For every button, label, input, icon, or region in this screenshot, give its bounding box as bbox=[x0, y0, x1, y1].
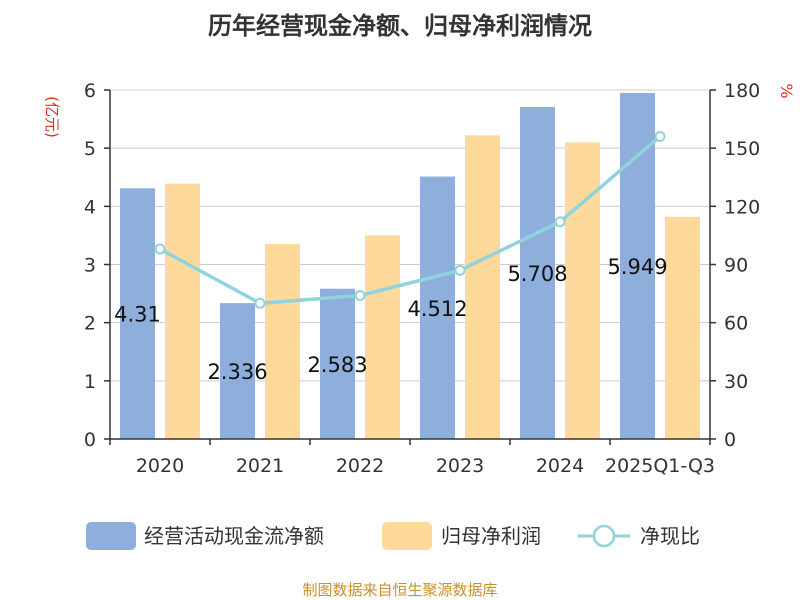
left-tick-label: 4 bbox=[84, 196, 96, 218]
ratio-point bbox=[254, 297, 266, 309]
ratio-point bbox=[454, 264, 466, 276]
bar-cashflow bbox=[420, 176, 455, 439]
ratio-point bbox=[154, 243, 166, 255]
legend-label-ratio: 净现比 bbox=[640, 524, 700, 548]
right-tick-label: 90 bbox=[724, 255, 748, 277]
data-label-cashflow: 4.31 bbox=[114, 303, 161, 327]
bar-profit bbox=[465, 135, 500, 439]
bar-profit bbox=[565, 142, 600, 439]
source-note: 制图数据来自恒生聚源数据库 bbox=[302, 581, 497, 599]
x-tick-label: 2023 bbox=[436, 455, 484, 477]
ratio-point bbox=[654, 131, 666, 143]
bar-cashflow bbox=[620, 92, 655, 440]
x-tick-label: 2025Q1-Q3 bbox=[605, 455, 715, 477]
data-label-cashflow: 5.949 bbox=[607, 255, 667, 279]
x-tick-label: 2021 bbox=[236, 455, 284, 477]
data-labels-layer: 4.31 2.336 2.583 4.512 5.708 5.949 bbox=[114, 255, 667, 384]
left-tick-label: 3 bbox=[84, 255, 96, 277]
left-tick-label: 6 bbox=[84, 80, 96, 102]
legend-item-ratio[interactable]: 净现比 bbox=[578, 524, 700, 548]
x-tick-label: 2022 bbox=[336, 455, 384, 477]
bar-profit bbox=[265, 244, 300, 439]
x-tick-label: 2024 bbox=[536, 455, 584, 477]
bar-profit bbox=[165, 183, 200, 439]
x-tick-label: 2020 bbox=[136, 455, 184, 477]
right-tick-label: 0 bbox=[724, 429, 736, 451]
data-label-cashflow: 2.336 bbox=[207, 360, 267, 384]
legend-label-cashflow: 经营活动现金流净额 bbox=[144, 524, 324, 548]
left-tick-label: 1 bbox=[84, 371, 96, 393]
data-label-cashflow: 4.512 bbox=[407, 297, 467, 321]
bar-cashflow bbox=[220, 303, 255, 439]
legend-marker-ratio bbox=[592, 524, 616, 548]
legend-item-cashflow[interactable]: 经营活动现金流净额 bbox=[86, 522, 324, 550]
left-tick-label: 0 bbox=[84, 429, 96, 451]
right-tick-label: 150 bbox=[724, 138, 760, 160]
grid-lines bbox=[110, 89, 710, 382]
ratio-line bbox=[159, 135, 662, 306]
right-tick-label: 30 bbox=[724, 371, 748, 393]
ratio-point bbox=[354, 290, 366, 302]
right-tick-label: 180 bbox=[724, 80, 760, 102]
right-tick-label: 60 bbox=[724, 313, 748, 335]
bar-cashflow bbox=[320, 288, 355, 439]
bar-profit bbox=[665, 216, 700, 439]
chart-title: 历年经营现金净额、归母净利润情况 bbox=[208, 12, 592, 40]
line-layer bbox=[154, 131, 666, 309]
legend: 经营活动现金流净额 归母净利润 净现比 bbox=[86, 522, 700, 550]
left-tick-label: 2 bbox=[84, 313, 96, 335]
left-axis-unit: (亿元) bbox=[43, 96, 61, 138]
bars-layer bbox=[120, 92, 700, 440]
bar-profit bbox=[365, 235, 400, 439]
data-label-cashflow: 2.583 bbox=[307, 353, 367, 377]
left-tick-label: 5 bbox=[84, 138, 96, 160]
right-axis-unit: % bbox=[777, 83, 796, 98]
right-tick-label: 120 bbox=[724, 196, 760, 218]
ratio-point bbox=[554, 216, 566, 228]
bar-cashflow bbox=[520, 106, 555, 439]
bar-cashflow bbox=[120, 188, 155, 439]
legend-swatch-profit bbox=[382, 522, 432, 550]
legend-swatch-cashflow bbox=[86, 522, 136, 550]
legend-label-profit: 归母净利润 bbox=[441, 524, 541, 548]
legend-item-profit[interactable]: 归母净利润 bbox=[382, 522, 541, 550]
data-label-cashflow: 5.708 bbox=[507, 262, 567, 286]
